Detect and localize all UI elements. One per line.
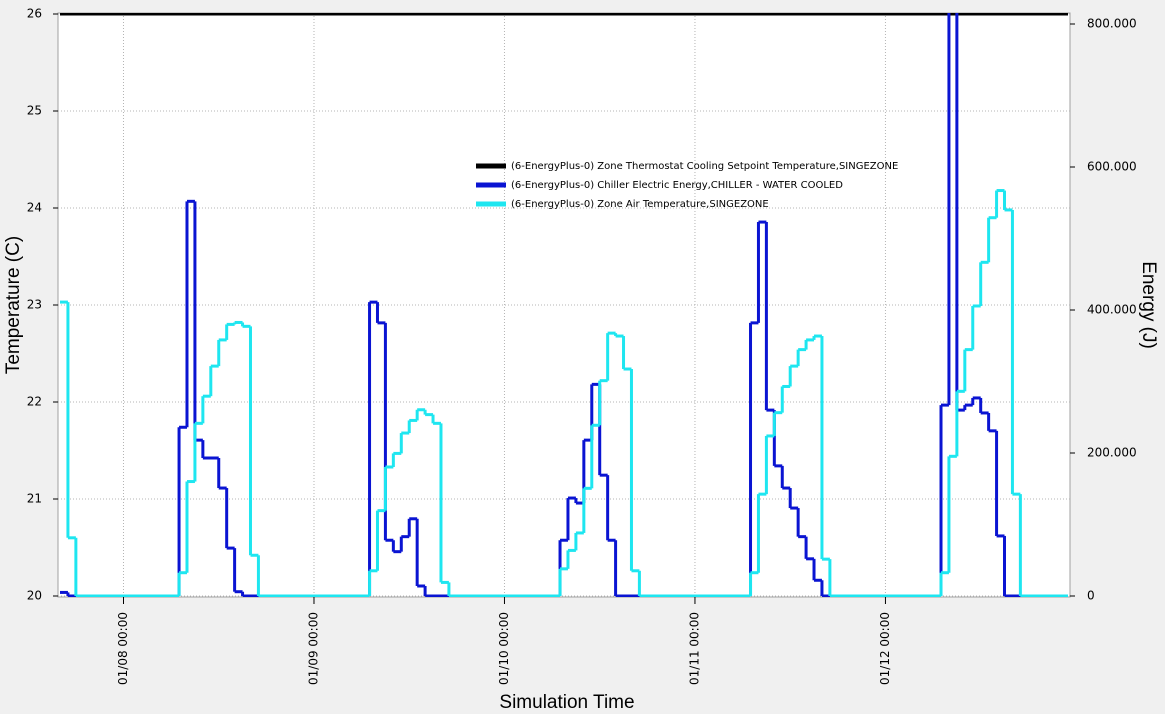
y2-tick-label: 400.000 — [1087, 303, 1137, 317]
axes: 20 21 22 23 24 25 26 0 200.000 400.000 600.000 800.… — [27, 7, 1137, 685]
y2-tick-label: 800.000 — [1087, 17, 1137, 31]
legend-label: (6-EnergyPlus-0) Zone Thermostat Cooling… — [511, 161, 898, 172]
plot-area — [57, 12, 1071, 598]
y-tick-label: 20 — [27, 589, 42, 603]
y-tick-label: 26 — [27, 7, 42, 21]
y-tick-label: 24 — [27, 201, 42, 215]
x-tick-label: 01/08 00:00 — [116, 612, 130, 685]
x-axis-title: Simulation Time — [499, 692, 634, 713]
y-tick-label: 21 — [27, 492, 42, 506]
legend: (6-EnergyPlus-0) Zone Thermostat Cooling… — [476, 161, 898, 210]
x-tick-label: 01/09 00:00 — [306, 612, 320, 685]
x-tick-label: 01/11 00:00 — [687, 612, 701, 685]
legend-label: (6-EnergyPlus-0) Chiller Electric Energy… — [511, 180, 843, 191]
y2-tick-label: 0 — [1087, 589, 1095, 603]
legend-label: (6-EnergyPlus-0) Zone Air Temperature,SI… — [511, 199, 769, 210]
x-tick-label: 01/10 00:00 — [497, 612, 511, 685]
y2-tick-label: 600.000 — [1087, 160, 1137, 174]
y-axis-title: Temperature (C) — [3, 236, 24, 374]
y-tick-label: 22 — [27, 395, 42, 409]
y2-tick-label: 200.000 — [1087, 446, 1137, 460]
x-tick-label: 01/12 00:00 — [878, 612, 892, 685]
series-lines — [60, 13, 1068, 597]
y-tick-label: 23 — [27, 298, 42, 312]
y2-axis-title: Energy (J) — [1138, 261, 1159, 349]
y-tick-label: 25 — [27, 104, 42, 118]
